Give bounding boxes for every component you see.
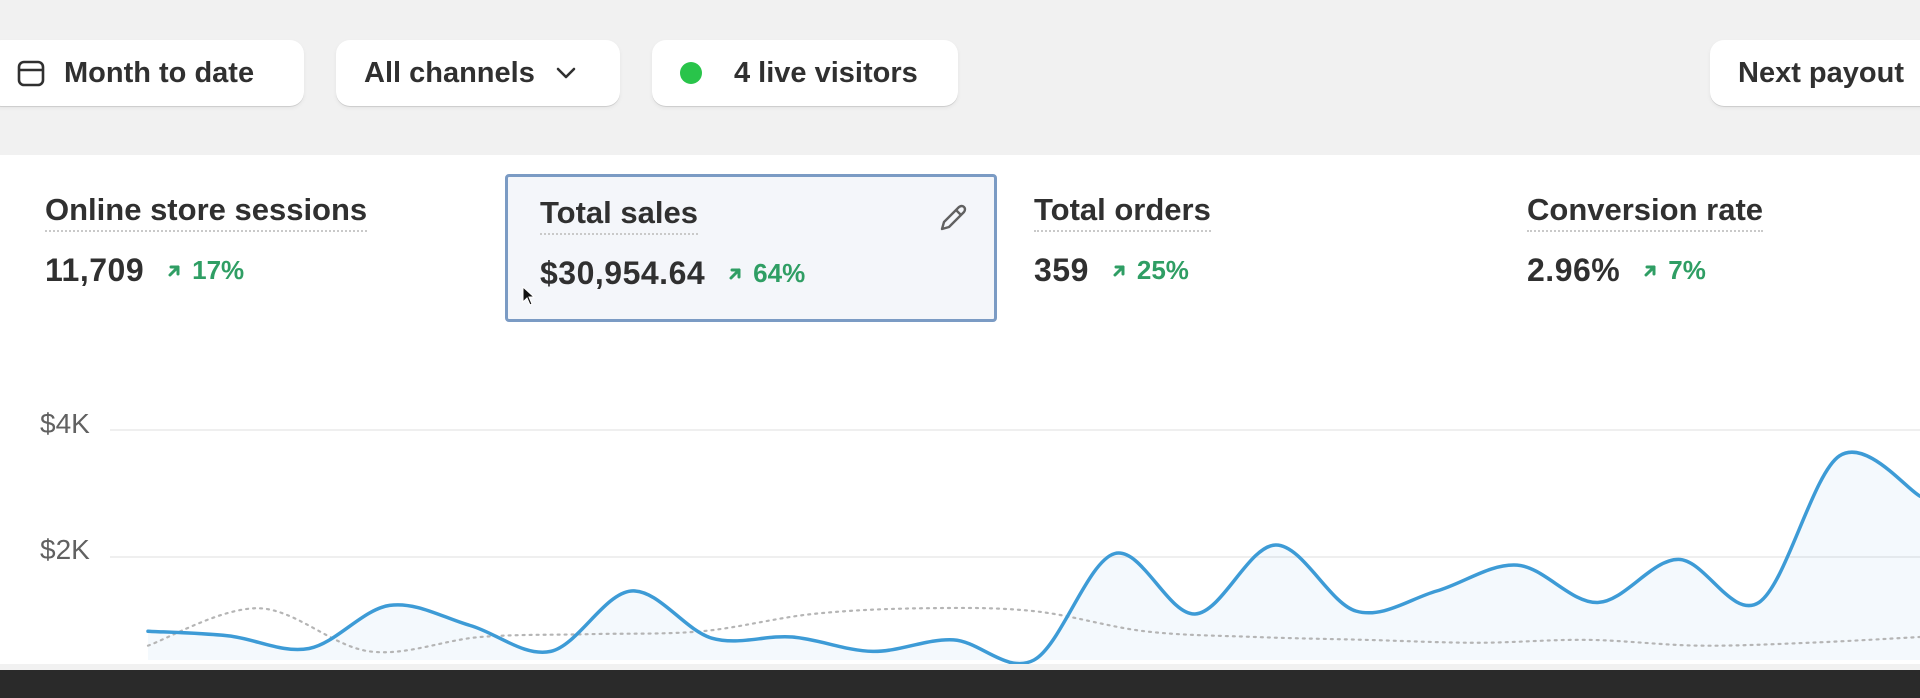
next-payout-button[interactable]: Next payout (1710, 40, 1920, 106)
metric-value: $30,954.64 (540, 255, 706, 291)
date-range-label: Month to date (64, 56, 255, 89)
date-range-button[interactable]: Month to date (0, 40, 304, 106)
series-line-current (146, 450, 1920, 666)
arrow-up-right-icon (168, 265, 180, 276)
live-visitors-label: 4 live visitors (734, 56, 918, 89)
metric-delta-value: 64% (753, 258, 806, 288)
series-area (148, 452, 1920, 664)
metric-value: 11,709 (45, 252, 145, 288)
y-tick-label: $4K (40, 408, 90, 439)
channels-label: All channels (364, 56, 535, 89)
series-line-previous (146, 606, 1920, 654)
live-visitors-button[interactable]: 4 live visitors (652, 40, 958, 106)
channels-dropdown[interactable]: All channels (336, 40, 620, 106)
metric-delta: 17% (166, 255, 244, 286)
mouse-cursor-icon (522, 286, 536, 306)
metric-value: 359 (1034, 252, 1089, 288)
next-payout-label: Next payout (1738, 56, 1904, 89)
metric-conversion-rate[interactable]: Conversion rate 2.96% 7% (1527, 174, 1907, 322)
metric-label: Total orders (1034, 192, 1211, 232)
arrow-up-right-icon (1644, 265, 1656, 276)
metric-label: Conversion rate (1527, 192, 1764, 232)
chevron-down-icon (556, 67, 576, 79)
window-bottom-bar (0, 670, 1920, 698)
arrow-up-right-icon (729, 268, 741, 279)
filter-bar (0, 0, 1920, 155)
metric-label: Total sales (540, 195, 698, 235)
metric-delta-value: 17% (192, 255, 245, 285)
metric-label: Online store sessions (45, 192, 368, 232)
metric-delta: 25% (1111, 255, 1189, 286)
metric-online-store-sessions[interactable]: Online store sessions 11,709 17% (45, 174, 465, 322)
pencil-icon[interactable] (934, 201, 970, 237)
metric-delta: 64% (727, 258, 805, 289)
arrow-up-right-icon (1113, 265, 1125, 276)
sales-line-chart (110, 429, 1920, 666)
metric-value: 2.96% (1527, 252, 1621, 288)
y-tick-label: $2K (40, 534, 90, 565)
card-bottom-edge (0, 664, 1920, 672)
metric-total-orders[interactable]: Total orders 359 25% (1034, 174, 1454, 322)
live-dot-icon (680, 62, 702, 84)
calendar-icon (17, 60, 45, 87)
metric-delta-value: 25% (1136, 255, 1189, 285)
metric-delta: 7% (1642, 255, 1706, 286)
metric-delta-value: 7% (1668, 255, 1706, 285)
metric-total-sales[interactable]: Total sales $30,954.64 64% (505, 174, 997, 322)
